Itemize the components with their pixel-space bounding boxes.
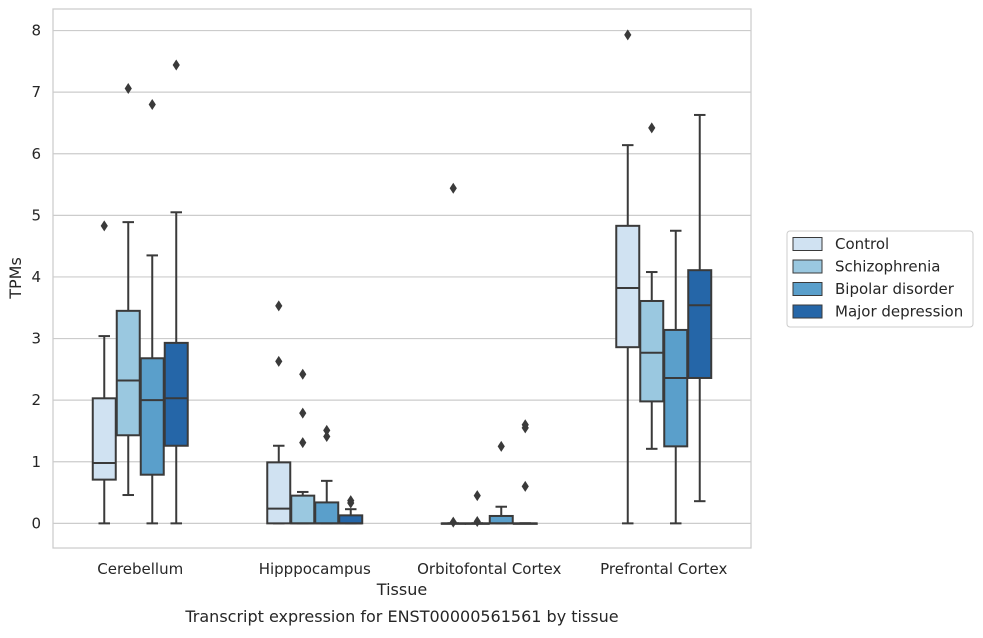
series-group bbox=[163, 59, 713, 525]
box-body bbox=[639, 299, 665, 403]
box-item bbox=[687, 113, 713, 503]
box-item bbox=[163, 59, 189, 525]
x-tick-labels: Cerebellum Hipppocampus Orbitofontal Corte… bbox=[97, 560, 727, 578]
box-body bbox=[163, 341, 189, 447]
y-tick-labels: 0 1 2 3 4 5 6 7 8 bbox=[31, 22, 41, 533]
x-tick-label: Prefrontal Cortex bbox=[600, 560, 727, 578]
outlier-point bbox=[124, 82, 132, 94]
plot-frame bbox=[52, 8, 752, 549]
box-item bbox=[512, 419, 538, 525]
outlier-point bbox=[347, 495, 355, 507]
box-item bbox=[338, 495, 364, 525]
outlier-point bbox=[521, 419, 529, 431]
box-body bbox=[488, 514, 514, 525]
series-group bbox=[91, 29, 641, 528]
box-item bbox=[91, 220, 117, 525]
legend: Control Schizophrenia Bipolar disorder Majo… bbox=[786, 230, 974, 328]
y-tick-label: 8 bbox=[31, 22, 41, 40]
outlier-point bbox=[275, 355, 283, 367]
x-axis-label: Tissue bbox=[376, 580, 427, 599]
x-tick-label: Orbitofontal Cortex bbox=[417, 560, 561, 578]
legend-swatch bbox=[792, 259, 823, 274]
box-item bbox=[115, 82, 141, 497]
legend-items: Control Schizophrenia Bipolar disorder Majo… bbox=[792, 235, 963, 321]
y-tick-label: 0 bbox=[31, 514, 41, 532]
y-tick-label: 1 bbox=[31, 453, 41, 471]
outlier-point bbox=[323, 424, 331, 436]
box-body bbox=[663, 328, 689, 448]
x-tick-label: Hipppocampus bbox=[259, 560, 371, 578]
box-item bbox=[266, 300, 292, 525]
series-group bbox=[139, 98, 689, 525]
outlier-point bbox=[148, 98, 156, 110]
box-body bbox=[314, 501, 340, 525]
legend-swatch bbox=[792, 282, 823, 296]
legend-swatch bbox=[792, 237, 823, 251]
outlier-point bbox=[473, 516, 481, 528]
legend-label: Bipolar disorder bbox=[835, 280, 955, 298]
box-body bbox=[338, 514, 364, 525]
outlier-point bbox=[323, 431, 331, 443]
outlier-point bbox=[497, 440, 505, 452]
outlier-point bbox=[473, 490, 481, 502]
outlier-point bbox=[299, 368, 307, 380]
box-item bbox=[139, 98, 165, 525]
box-body bbox=[290, 494, 316, 525]
outlier-point bbox=[624, 29, 632, 41]
box-item bbox=[440, 182, 466, 528]
x-tick-label: Cerebellum bbox=[97, 560, 183, 578]
y-tick-label: 2 bbox=[31, 391, 41, 409]
box-item bbox=[615, 29, 641, 525]
outlier-point bbox=[172, 59, 180, 71]
box-body bbox=[687, 269, 713, 379]
outlier-point bbox=[449, 516, 457, 528]
outlier-point bbox=[521, 480, 529, 492]
legend-swatch bbox=[792, 304, 823, 319]
series-group bbox=[115, 82, 665, 528]
y-tick-label: 5 bbox=[31, 206, 41, 224]
box-layer bbox=[91, 29, 713, 528]
legend-label: Schizophrenia bbox=[835, 258, 940, 276]
y-axis-label: TPMs bbox=[6, 257, 25, 300]
chart-caption: Transcript expression for ENST0000056156… bbox=[184, 607, 618, 626]
box-item bbox=[488, 440, 514, 525]
outlier-point bbox=[449, 182, 457, 194]
y-tick-label: 6 bbox=[31, 145, 41, 163]
outlier-point bbox=[299, 437, 307, 449]
box-item bbox=[314, 424, 340, 525]
box-item bbox=[464, 490, 490, 528]
outlier-point bbox=[299, 407, 307, 419]
legend-label: Major depression bbox=[835, 303, 963, 321]
y-tick-label: 3 bbox=[31, 330, 41, 348]
box-body bbox=[266, 461, 292, 525]
box-item bbox=[290, 368, 316, 525]
outlier-point bbox=[100, 220, 108, 232]
y-tick-label: 7 bbox=[31, 83, 41, 101]
box-item bbox=[663, 229, 689, 525]
legend-frame bbox=[786, 230, 974, 328]
box-body bbox=[139, 357, 165, 476]
box-body bbox=[115, 309, 141, 437]
outlier-point bbox=[275, 300, 283, 312]
box-body bbox=[615, 224, 641, 349]
box-item bbox=[639, 122, 665, 450]
outlier-point bbox=[648, 122, 656, 134]
legend-label: Control bbox=[835, 235, 889, 253]
box-body bbox=[91, 397, 117, 481]
y-tick-label: 4 bbox=[31, 268, 41, 286]
